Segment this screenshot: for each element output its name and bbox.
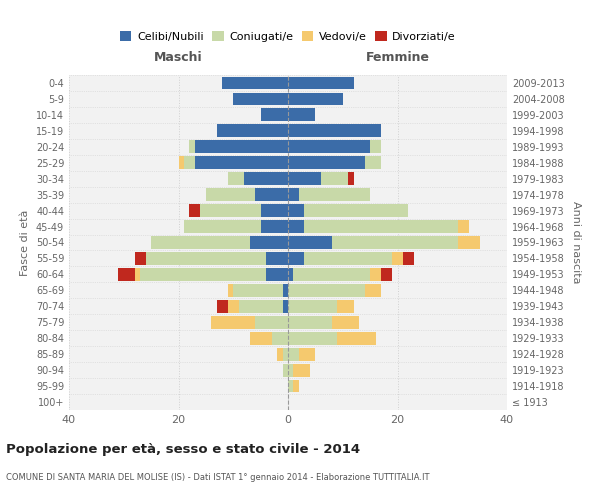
Bar <box>288 124 381 137</box>
Bar <box>337 332 376 344</box>
Bar <box>365 156 381 169</box>
Bar <box>288 76 354 90</box>
Bar <box>288 348 299 360</box>
Text: Popolazione per età, sesso e stato civile - 2014: Popolazione per età, sesso e stato civil… <box>6 442 360 456</box>
Bar <box>228 300 239 312</box>
Bar <box>288 156 365 169</box>
Bar <box>146 252 266 265</box>
Bar <box>288 188 299 201</box>
Bar <box>255 188 288 201</box>
Bar <box>266 252 288 265</box>
Bar <box>206 188 255 201</box>
Bar <box>381 268 392 281</box>
Legend: Celibi/Nubili, Coniugati/e, Vedovi/e, Divorziati/e: Celibi/Nubili, Coniugati/e, Vedovi/e, Di… <box>116 27 460 46</box>
Bar <box>134 268 140 281</box>
Bar <box>244 172 288 185</box>
Bar <box>260 204 288 217</box>
Bar <box>277 348 283 360</box>
Bar <box>321 172 348 185</box>
Bar <box>293 380 299 392</box>
Bar <box>458 236 479 249</box>
Bar <box>140 268 266 281</box>
Bar <box>392 252 403 265</box>
Bar <box>304 252 392 265</box>
Bar <box>288 204 304 217</box>
Bar <box>288 220 304 233</box>
Bar <box>288 252 304 265</box>
Bar <box>179 156 184 169</box>
Bar <box>233 92 288 106</box>
Bar <box>288 140 370 153</box>
Bar <box>332 236 458 249</box>
Bar <box>217 124 288 137</box>
Bar <box>304 204 409 217</box>
Bar <box>184 156 195 169</box>
Y-axis label: Anni di nascita: Anni di nascita <box>571 201 581 284</box>
Bar <box>337 300 354 312</box>
Bar <box>151 236 250 249</box>
Bar <box>195 140 288 153</box>
Bar <box>288 236 332 249</box>
Bar <box>283 348 288 360</box>
Bar <box>288 332 337 344</box>
Bar <box>403 252 414 265</box>
Bar <box>288 172 321 185</box>
Bar <box>299 348 316 360</box>
Bar <box>283 300 288 312</box>
Bar <box>233 284 283 296</box>
Bar <box>134 252 146 265</box>
Bar <box>299 188 370 201</box>
Bar <box>260 220 288 233</box>
Bar <box>365 284 381 296</box>
Text: Maschi: Maschi <box>154 51 203 64</box>
Bar <box>348 172 354 185</box>
Bar <box>304 220 458 233</box>
Bar <box>332 316 359 328</box>
Bar <box>211 316 255 328</box>
Bar <box>239 300 283 312</box>
Bar <box>370 268 381 281</box>
Bar <box>288 108 316 122</box>
Bar <box>288 268 293 281</box>
Bar <box>272 332 288 344</box>
Text: Femmine: Femmine <box>365 51 430 64</box>
Bar <box>288 300 337 312</box>
Bar <box>250 332 272 344</box>
Bar <box>250 236 288 249</box>
Bar <box>288 380 293 392</box>
Bar <box>118 268 134 281</box>
Bar <box>283 364 288 376</box>
Bar <box>288 92 343 106</box>
Bar <box>293 364 310 376</box>
Bar <box>288 364 293 376</box>
Bar <box>293 268 370 281</box>
Bar <box>266 268 288 281</box>
Bar <box>288 316 332 328</box>
Bar <box>255 316 288 328</box>
Bar <box>217 300 228 312</box>
Bar <box>195 156 288 169</box>
Bar <box>228 172 244 185</box>
Y-axis label: Fasce di età: Fasce di età <box>20 210 30 276</box>
Bar <box>190 204 200 217</box>
Bar <box>184 220 260 233</box>
Bar <box>200 204 260 217</box>
Bar <box>283 284 288 296</box>
Bar <box>222 76 288 90</box>
Bar <box>370 140 381 153</box>
Bar <box>458 220 469 233</box>
Text: COMUNE DI SANTA MARIA DEL MOLISE (IS) - Dati ISTAT 1° gennaio 2014 - Elaborazion: COMUNE DI SANTA MARIA DEL MOLISE (IS) - … <box>6 472 430 482</box>
Bar <box>260 108 288 122</box>
Bar <box>288 284 365 296</box>
Bar <box>190 140 195 153</box>
Bar <box>228 284 233 296</box>
